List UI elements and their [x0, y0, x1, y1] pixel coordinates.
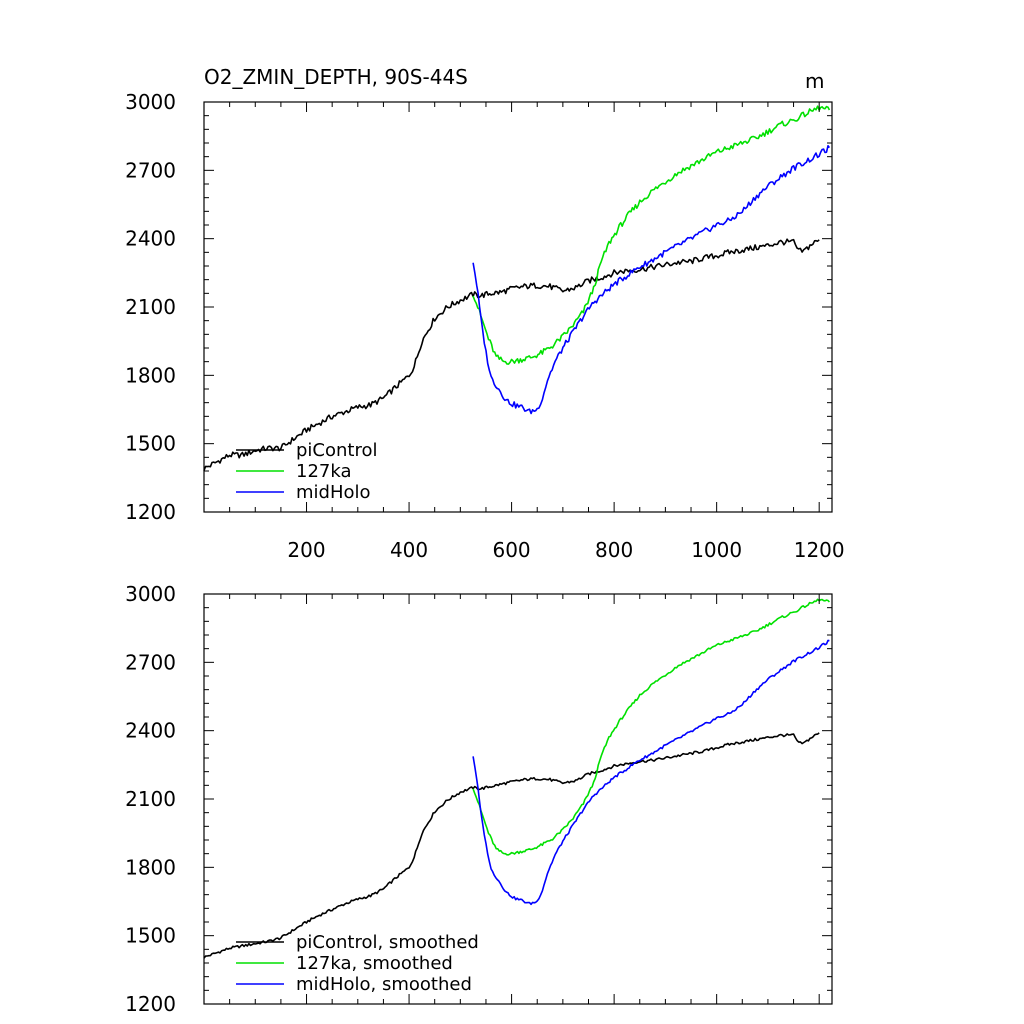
top-series-line-2	[472, 105, 831, 365]
bottom-ytick-label: 1200	[125, 992, 176, 1016]
bottom-series-line-1	[203, 732, 820, 959]
top-series-group	[203, 105, 831, 471]
top-legend-label: piControl	[296, 440, 378, 461]
top-ytick-label: 2700	[125, 158, 176, 182]
top-legend-label: midHolo	[296, 482, 371, 503]
bottom-series-group	[203, 598, 830, 959]
units-label: m	[805, 69, 824, 93]
top-xtick-label: 600	[492, 538, 530, 562]
top-ytick-label: 2400	[125, 227, 176, 251]
bottom-ytick-label: 2400	[125, 719, 176, 743]
top-xtick-label: 1200	[794, 538, 845, 562]
bottom-legend-label: midHolo, smoothed	[296, 974, 472, 995]
bottom-legend-label: 127ka, smoothed	[296, 953, 453, 974]
top-ytick-label: 1500	[125, 432, 176, 456]
bottom-ytick-label: 2100	[125, 787, 176, 811]
top-ytick-label: 2100	[125, 295, 176, 319]
top-panel: 1200 1500 1800 2100 2400 2700 3000 200 400 600 800…	[125, 90, 845, 562]
top-axes: 1200 1500 1800 2100 2400 2700 3000 200 400 600 800…	[125, 90, 845, 562]
top-xtick-label: 400	[390, 538, 428, 562]
bottom-legend-label: piControl, smoothed	[296, 932, 479, 953]
top-series-line-1	[203, 238, 820, 471]
top-ytick-label: 1200	[125, 500, 176, 524]
bottom-ytick-label: 3000	[125, 582, 176, 606]
top-ytick-label: 3000	[125, 90, 176, 114]
bottom-series-line-3	[472, 639, 830, 906]
top-xtick-label: 800	[595, 538, 633, 562]
top-series-line-3	[472, 145, 831, 415]
chart-title: O2_ZMIN_DEPTH, 90S-44S	[204, 65, 468, 89]
top-ytick-label: 1800	[125, 363, 176, 387]
bottom-axes: 1200 1500 1800 2100 2400 2700 3000	[125, 582, 833, 1016]
top-xtick-label: 200	[287, 538, 325, 562]
top-legend-label: 127ka	[296, 461, 352, 482]
top-xtick-label: 1000	[691, 538, 742, 562]
bottom-ytick-label: 2700	[125, 650, 176, 674]
bottom-series-line-2	[472, 598, 830, 856]
bottom-ytick-label: 1800	[125, 855, 176, 879]
bottom-panel: 1200 1500 1800 2100 2400 2700 3000 piControl, …	[125, 582, 833, 1016]
bottom-ytick-label: 1500	[125, 924, 176, 948]
